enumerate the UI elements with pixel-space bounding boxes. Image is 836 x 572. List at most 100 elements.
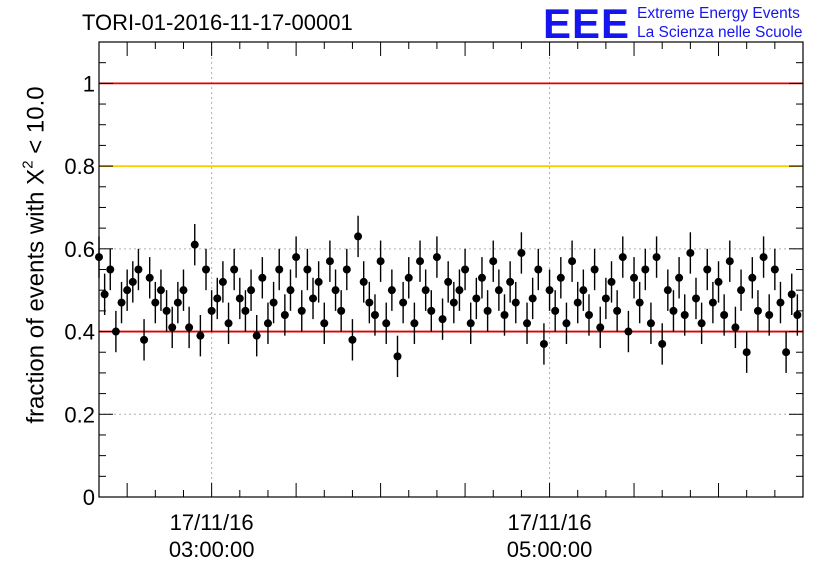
axis-ticks	[98, 41, 804, 498]
data-point	[782, 348, 791, 357]
data-point	[568, 257, 577, 266]
data-point	[787, 290, 796, 299]
y-axis-label-symbol: X	[22, 168, 50, 185]
data-point	[213, 294, 222, 303]
data-point	[534, 265, 543, 274]
data-point	[387, 286, 396, 295]
data-point	[500, 311, 509, 319]
data-point	[190, 240, 199, 249]
data-point	[269, 298, 278, 307]
data-point	[359, 277, 368, 286]
data-point	[601, 294, 610, 303]
data-point	[241, 306, 250, 315]
data-point	[337, 306, 346, 315]
data-point	[573, 298, 582, 307]
data-point	[646, 319, 655, 328]
y-axis-label-superscript: 2	[19, 160, 37, 169]
data-point	[314, 277, 323, 286]
data-point	[134, 265, 143, 274]
data-point	[630, 273, 639, 282]
data-points	[95, 215, 802, 378]
x-tick-time-label: 03:00:00	[169, 537, 255, 562]
data-point	[449, 298, 458, 307]
data-point	[179, 286, 188, 295]
y-axis-label: fraction of events with X2 < 10.0	[19, 86, 51, 424]
data-point	[511, 298, 520, 307]
data-point	[117, 298, 126, 307]
data-point	[354, 232, 363, 241]
data-point	[641, 265, 650, 274]
data-point	[438, 315, 447, 324]
data-point	[523, 319, 532, 328]
data-point	[128, 277, 137, 286]
data-point	[624, 327, 633, 336]
data-point	[793, 311, 802, 319]
data-point	[776, 298, 785, 307]
data-point	[680, 311, 689, 319]
logo-caption: Extreme Energy Events La Scienza nelle S…	[637, 4, 802, 42]
data-point	[613, 306, 622, 315]
data-point	[399, 298, 408, 307]
data-point	[539, 339, 548, 348]
data-point	[669, 306, 678, 315]
y-tick-label: 0.4	[64, 320, 95, 345]
data-point	[737, 286, 746, 295]
data-point	[472, 294, 481, 303]
logo-caption-line2: La Scienza nelle Scuole	[637, 24, 803, 41]
data-point	[303, 265, 312, 274]
data-point	[382, 319, 391, 328]
data-point	[173, 298, 182, 307]
data-point	[427, 306, 436, 315]
data-point	[753, 306, 762, 315]
y-tick-label: 0.8	[64, 154, 95, 179]
data-point	[145, 273, 154, 282]
data-point	[376, 257, 385, 266]
data-point	[652, 253, 661, 262]
x-tick-time-label: 05:00:00	[507, 537, 593, 562]
y-tick-label: 1	[83, 71, 95, 96]
data-point	[584, 311, 593, 319]
data-point	[720, 311, 729, 319]
data-point	[275, 265, 284, 274]
x-tick-date-label: 17/11/16	[508, 510, 592, 535]
data-point	[370, 311, 379, 319]
data-point	[517, 248, 526, 257]
data-point	[691, 294, 700, 303]
data-point	[714, 277, 723, 286]
chart-title: TORI-01-2016-11-17-00001	[82, 10, 353, 35]
data-point	[292, 253, 301, 262]
data-point	[224, 319, 233, 328]
y-axis-label-prefix: fraction of events with	[22, 184, 50, 424]
data-point	[483, 306, 492, 315]
data-point	[258, 273, 267, 282]
data-point	[286, 286, 295, 295]
eee-logo: EEE	[543, 0, 631, 47]
data-point	[416, 257, 425, 266]
data-point	[162, 306, 171, 315]
data-point	[759, 253, 768, 262]
data-point	[725, 257, 734, 266]
data-point	[218, 277, 227, 286]
data-point	[765, 311, 774, 319]
data-point	[675, 273, 684, 282]
data-point	[156, 286, 165, 295]
data-point	[607, 277, 616, 286]
data-point	[151, 298, 160, 307]
data-point	[111, 327, 120, 336]
data-point	[551, 306, 560, 315]
data-point	[263, 319, 272, 328]
data-point	[100, 290, 109, 299]
data-point	[506, 277, 515, 286]
data-point	[663, 286, 672, 295]
data-point	[168, 323, 177, 332]
data-point	[528, 294, 537, 303]
y-tick-label: 0	[83, 485, 95, 510]
data-point	[562, 319, 571, 328]
data-point	[703, 265, 712, 274]
data-point	[202, 265, 211, 274]
data-point	[247, 286, 256, 295]
data-point	[697, 319, 706, 328]
data-point	[297, 306, 306, 315]
y-tick-label: 0.2	[64, 402, 95, 427]
